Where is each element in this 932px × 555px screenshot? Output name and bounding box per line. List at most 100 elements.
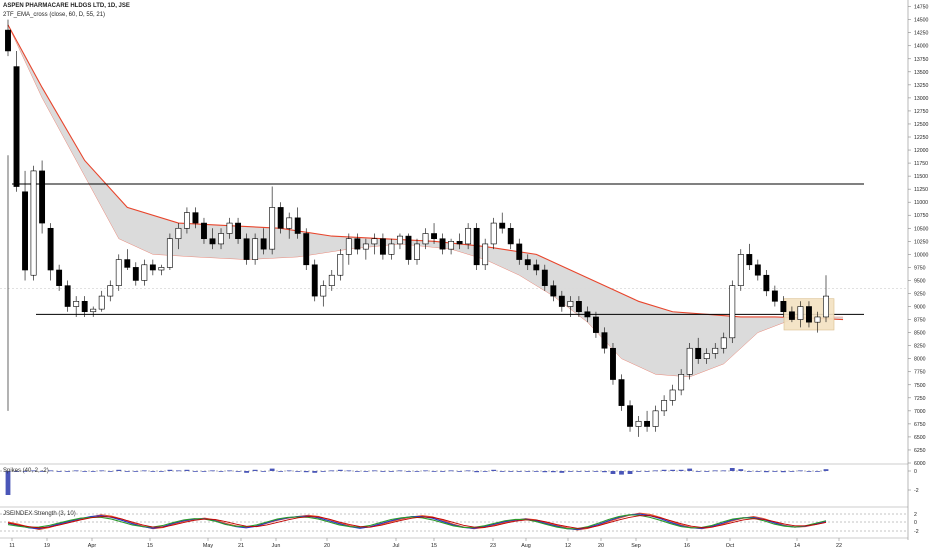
- candle-body: [294, 217, 301, 234]
- spike-bar: [687, 468, 693, 471]
- time-tick-label: Apr: [88, 543, 97, 549]
- candle-body: [524, 259, 531, 266]
- candle-body: [456, 241, 463, 245]
- price-tick-label: 11000: [914, 200, 928, 206]
- spike-bar: [158, 471, 164, 472]
- price-tick-label: 7500: [914, 383, 926, 389]
- candle-body: [337, 254, 344, 276]
- spike-bar: [772, 471, 778, 472]
- spike-bar: [533, 471, 539, 472]
- price-tick-label: 10000: [914, 252, 929, 258]
- candle-body: [806, 306, 812, 323]
- candle-body: [644, 420, 651, 427]
- candle-body: [243, 238, 250, 260]
- spike-bar: [31, 470, 36, 472]
- candle-body: [661, 400, 668, 412]
- price-tick-label: 13250: [914, 83, 929, 89]
- time-tick-label: 21: [238, 543, 244, 549]
- spike-bar: [746, 471, 752, 472]
- candle-body: [56, 269, 63, 286]
- price-tick-label: 14750: [914, 5, 929, 11]
- candle-body: [73, 301, 80, 307]
- price-tick-label: 12500: [914, 122, 929, 128]
- spike-bar: [397, 470, 403, 472]
- candle-body: [260, 238, 267, 250]
- candle-body: [788, 311, 795, 320]
- price-tick-label: 6500: [914, 435, 926, 441]
- candle-body: [141, 264, 148, 281]
- candle-body: [507, 227, 514, 245]
- price-tick-label: 11500: [914, 174, 928, 180]
- spike-bar: [550, 471, 556, 473]
- price-tick-label: 7000: [914, 409, 926, 415]
- spike-bar: [525, 471, 531, 472]
- price-tick-label: 13500: [914, 70, 929, 76]
- time-tick-label: Oct: [726, 543, 735, 549]
- price-tick-label: 12000: [914, 148, 929, 154]
- spike-bar: [244, 471, 249, 473]
- spike-bar: [491, 469, 497, 471]
- price-tick-label: 11250: [914, 187, 928, 193]
- candle-body: [132, 267, 139, 281]
- spikes-pane-label: Spikes (40, 2, -2): [3, 468, 49, 474]
- spike-bar: [269, 468, 275, 471]
- candle-body: [5, 29, 11, 52]
- candle-body: [345, 238, 352, 255]
- spike-bar: [559, 471, 565, 473]
- spike-bar: [107, 471, 113, 472]
- candle-body: [516, 243, 523, 260]
- candle-body: [158, 267, 165, 271]
- candle-body: [465, 227, 472, 245]
- spike-bar: [389, 471, 394, 472]
- candle-body: [47, 227, 54, 271]
- spike-bar: [798, 470, 803, 472]
- candle-body: [482, 243, 489, 266]
- spike-bar: [440, 471, 445, 472]
- time-tick-label: 19: [44, 543, 50, 549]
- spike-bar: [499, 471, 505, 472]
- strength-pane-label: JSEINDEX Strength (3, 10): [3, 511, 76, 517]
- spike-bar: [124, 471, 130, 472]
- candle-body: [362, 243, 369, 250]
- candle-body: [763, 274, 770, 292]
- spike-bar: [184, 469, 190, 471]
- spike-bar: [602, 471, 607, 473]
- price-tick-label: 8500: [914, 331, 926, 337]
- spike-bar: [457, 471, 463, 472]
- candle-body: [124, 259, 131, 268]
- spike-bar: [371, 470, 377, 472]
- candle-body: [550, 285, 557, 297]
- spike-bar: [516, 471, 522, 472]
- spike-bar: [150, 471, 156, 472]
- price-tick-label: 7750: [914, 370, 926, 376]
- spike-bar: [303, 471, 309, 473]
- price-tick-label: 8750: [914, 318, 926, 324]
- price-tick-label: 10750: [914, 213, 929, 219]
- spike-bar: [474, 471, 480, 473]
- spike-bar: [542, 471, 548, 473]
- candle-body: [737, 254, 744, 286]
- candle-body: [797, 306, 804, 320]
- spike-bar: [823, 469, 829, 471]
- spike-bar: [22, 471, 28, 472]
- time-tick-label: Sep: [631, 543, 641, 549]
- candle-body: [405, 235, 412, 260]
- strength-tick-label: 0: [914, 520, 917, 526]
- spike-bar: [576, 471, 582, 472]
- spikes-tick-label: -2: [914, 488, 919, 494]
- spike-bar: [712, 470, 718, 472]
- candle-body: [635, 420, 642, 427]
- time-tick-label: Jul: [393, 543, 400, 549]
- price-tick-label: 11750: [914, 161, 928, 167]
- candle-body: [558, 295, 565, 307]
- time-tick-label: 20: [598, 543, 604, 549]
- spike-bar: [806, 471, 812, 472]
- indicator-title: 2TF_EMA_cross (close, 60, D, 55, 21): [3, 12, 106, 18]
- candle-body: [269, 207, 276, 250]
- candle-body: [618, 379, 625, 406]
- candle-body: [371, 238, 378, 245]
- spike-bar: [423, 470, 428, 472]
